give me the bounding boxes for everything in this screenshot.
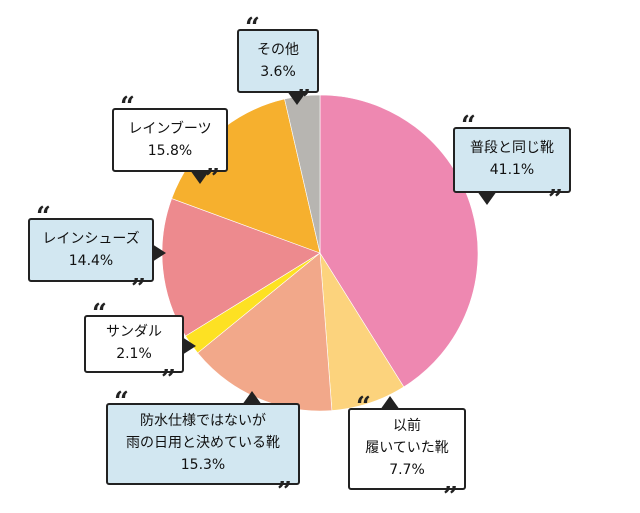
slice-value: 41.1% bbox=[489, 162, 535, 178]
slice-label-line: 雨の日用と決めている靴 bbox=[126, 435, 280, 451]
slice-label-line: 履いていた靴 bbox=[365, 440, 449, 456]
open-quote-icon: “ bbox=[461, 111, 476, 141]
slice-label: レインシューズ bbox=[42, 231, 140, 247]
close-quote-icon: ” bbox=[548, 185, 563, 215]
slice-label: レインブーツ bbox=[128, 121, 212, 137]
slice-value: 15.3% bbox=[180, 457, 226, 473]
slice-label: 普段と同じ靴 bbox=[470, 140, 554, 156]
slice-label-line: 以前 bbox=[393, 418, 421, 434]
slice-label: サンダル bbox=[106, 324, 162, 340]
close-quote-icon: ” bbox=[161, 365, 176, 395]
slice-value: 14.4% bbox=[68, 253, 114, 269]
slice-value: 7.7% bbox=[389, 462, 425, 478]
callout-sonota: “ その他 3.6% ” bbox=[237, 15, 319, 113]
close-quote-icon: ” bbox=[443, 482, 458, 512]
close-quote-icon: ” bbox=[131, 274, 146, 304]
callout-futsu: “ 普段と同じ靴 41.1% ” bbox=[453, 113, 571, 213]
open-quote-icon: “ bbox=[245, 13, 260, 43]
callout-izen: “ 以前 履いていた靴 7.7% ” bbox=[348, 394, 466, 510]
open-quote-icon: “ bbox=[120, 92, 135, 122]
callout-tail bbox=[477, 191, 497, 205]
open-quote-icon: “ bbox=[36, 202, 51, 232]
open-quote-icon: “ bbox=[92, 299, 107, 329]
callout-tail bbox=[182, 337, 196, 355]
open-quote-icon: “ bbox=[114, 387, 129, 417]
close-quote-icon: ” bbox=[277, 477, 292, 507]
pie-slice-0 bbox=[319, 94, 479, 388]
slice-value: 2.1% bbox=[116, 346, 152, 362]
callout-tail bbox=[287, 91, 307, 105]
open-quote-icon: “ bbox=[356, 392, 371, 422]
callout-bousui: “ 防水仕様ではないが 雨の日用と決めている靴 15.3% ” bbox=[106, 389, 300, 505]
slice-label: その他 bbox=[257, 42, 299, 58]
slice-value: 3.6% bbox=[260, 64, 296, 80]
callout-rain-shoes: “ レインシューズ 14.4% ” bbox=[28, 204, 166, 302]
callout-tail bbox=[190, 170, 210, 184]
callout-tail bbox=[242, 391, 262, 405]
callout-tail bbox=[380, 396, 400, 410]
slice-value: 15.8% bbox=[147, 143, 193, 159]
slice-label-line: 防水仕様ではないが bbox=[140, 413, 266, 429]
callout-rain-boots: “ レインブーツ 15.8% ” bbox=[112, 94, 228, 192]
callout-tail bbox=[152, 244, 166, 262]
callout-sandal: “ サンダル 2.1% ” bbox=[84, 301, 196, 393]
